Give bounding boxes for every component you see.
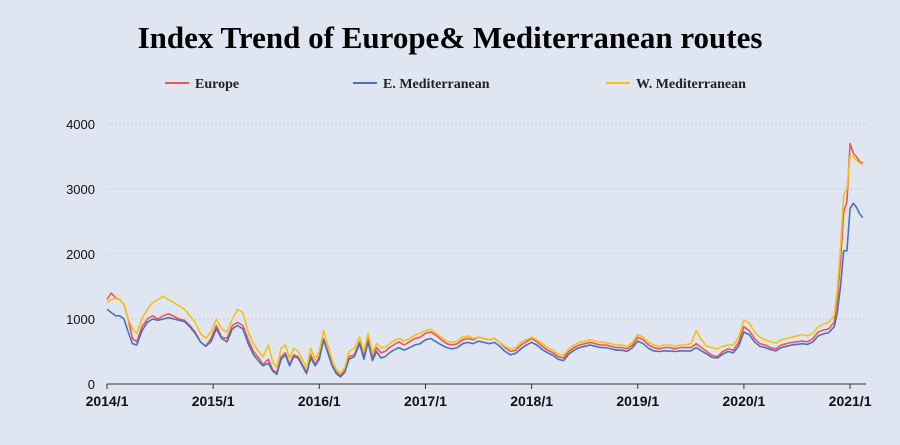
legend-label-w-mediterranean: W. Mediterranean: [636, 77, 746, 92]
x-tick-label-2015-1: 2015/1: [192, 393, 235, 409]
y-tick-label-1000: 1000: [66, 312, 95, 327]
x-tick-label-2017-1: 2017/1: [404, 393, 447, 409]
series-line-w-mediterranean: [106, 155, 864, 375]
legend: Europe E. Mediterranean W. Mediterranean: [165, 77, 746, 92]
y-axis-ticks: 0 1000 2000 3000 4000: [66, 117, 95, 392]
legend-label-e-mediterranean: E. Mediterranean: [383, 77, 490, 92]
chart-title: Index Trend of Europe& Mediterranean rou…: [138, 20, 763, 55]
series-line-e-mediterranean: [106, 202, 864, 378]
legend-item-e-mediterranean: E. Mediterranean: [353, 77, 490, 92]
x-axis-ticks: 2014/1 2015/1 2016/1 2017/1 2018/1 2019/1 2020…: [86, 384, 872, 409]
legend-item-w-mediterranean: W. Mediterranean: [606, 77, 746, 92]
series-lines: [106, 142, 864, 378]
gridlines: [107, 123, 866, 320]
x-tick-label-2014-1: 2014/1: [86, 393, 129, 409]
series-line-europe: [106, 142, 864, 377]
x-tick-label-2021-1: 2021/1: [829, 393, 872, 409]
y-tick-label-3000: 3000: [66, 182, 95, 197]
x-tick-label-2018-1: 2018/1: [510, 393, 553, 409]
legend-item-europe: Europe: [165, 77, 239, 92]
x-tick-label-2020-1: 2020/1: [723, 393, 766, 409]
y-tick-label-0: 0: [88, 377, 95, 392]
x-tick-label-2019-1: 2019/1: [616, 393, 659, 409]
y-tick-label-4000: 4000: [66, 117, 95, 132]
x-tick-label-2016-1: 2016/1: [298, 393, 341, 409]
y-tick-label-2000: 2000: [66, 247, 95, 262]
legend-label-europe: Europe: [195, 77, 239, 92]
